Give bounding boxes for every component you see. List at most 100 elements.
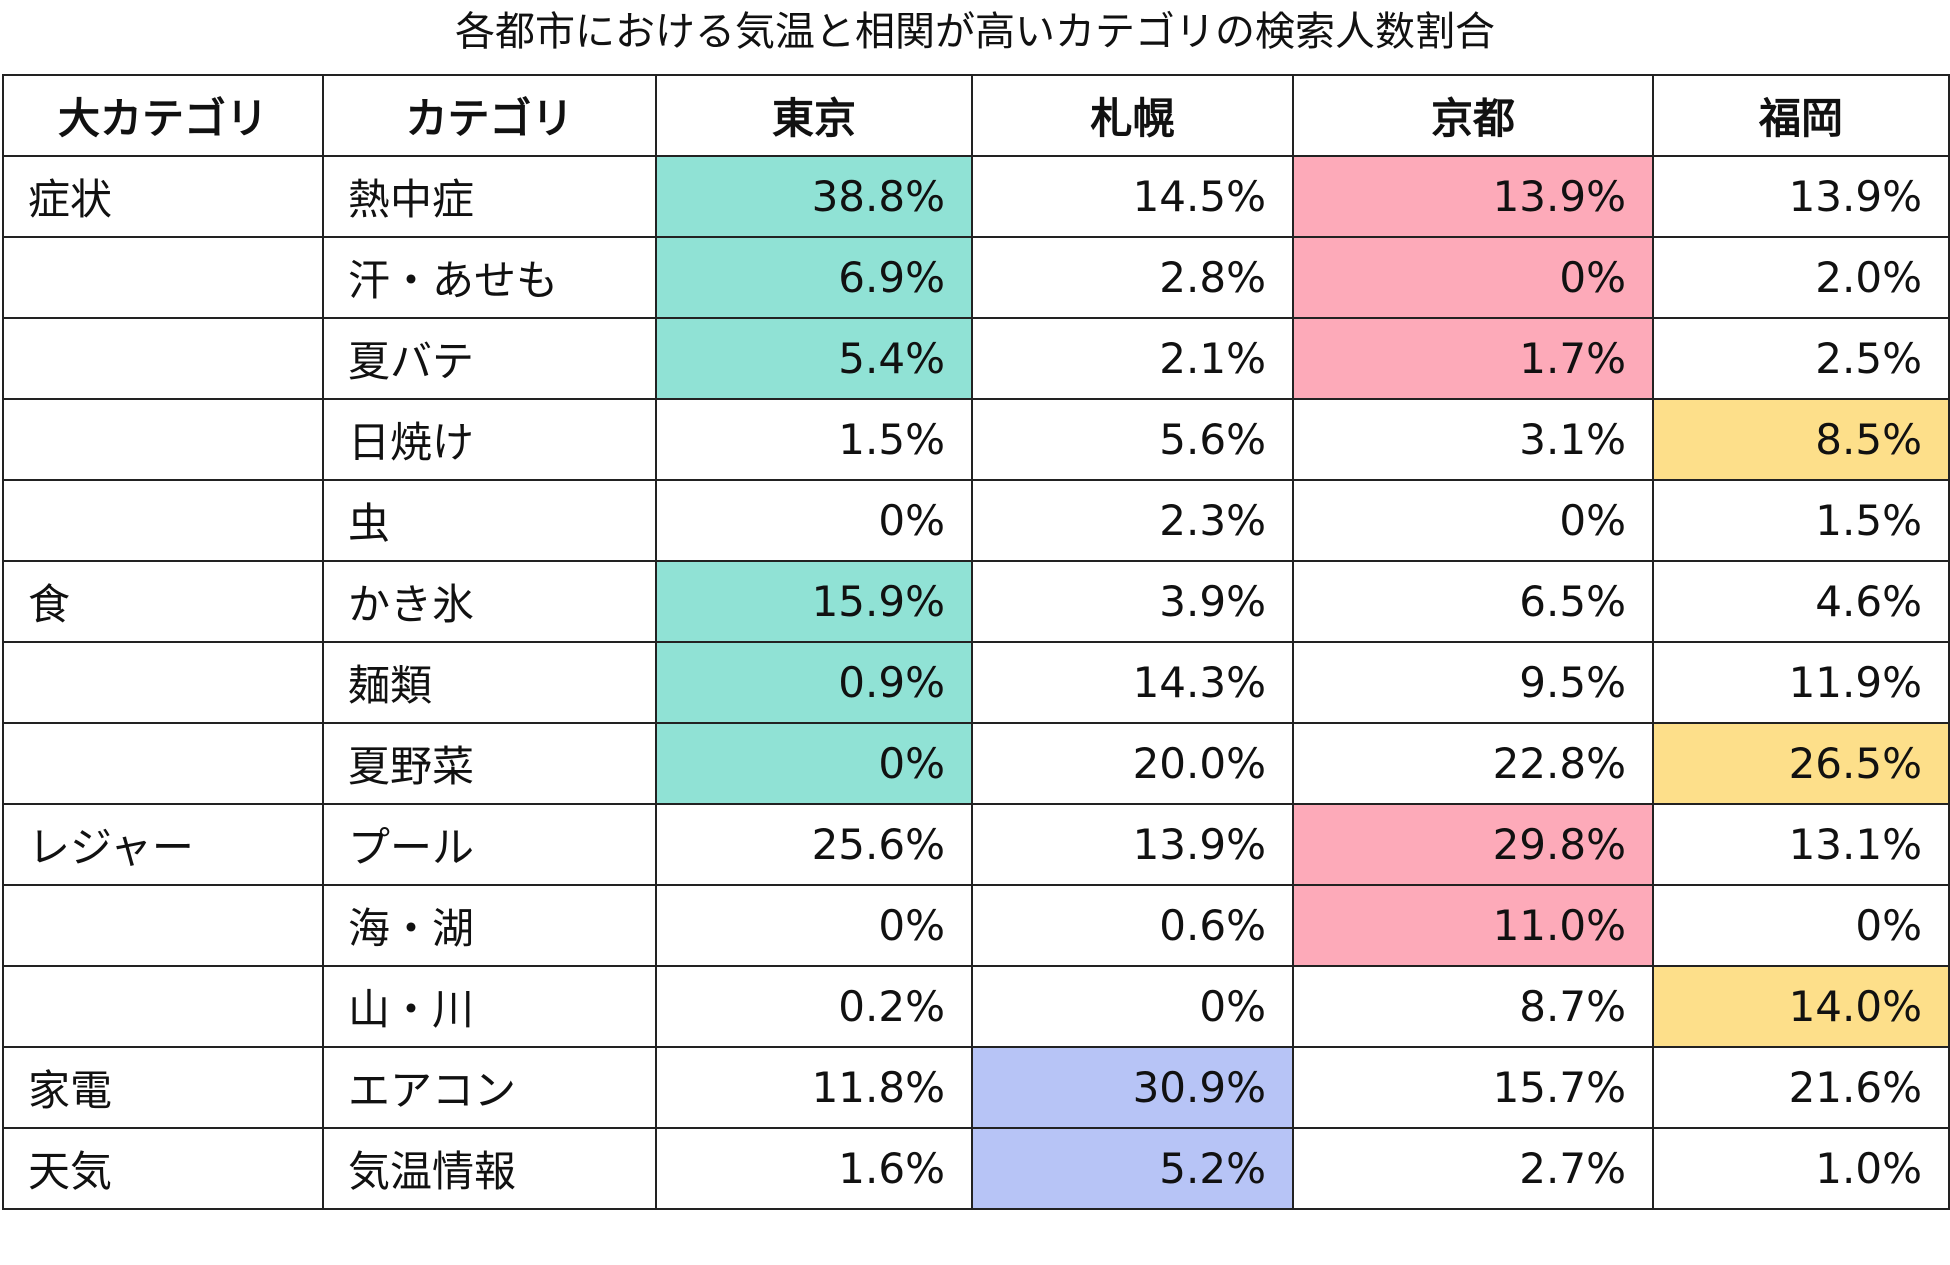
value-cell-tokyo: 0.9% [655,641,973,724]
major-category-cell [2,641,324,724]
value-cell-tokyo: 38.8% [655,155,973,238]
table-row: 夏バテ 5.4% 2.1% 1.7% 2.5% [2,317,1950,400]
value-cell-fukuoka: 13.9% [1652,155,1950,238]
value-cell-fukuoka: 13.1% [1652,803,1950,886]
value-cell-sapporo: 3.9% [971,560,1294,643]
table-row: 夏野菜 0% 20.0% 22.8% 26.5% [2,722,1950,805]
header-category: カテゴリ [322,74,657,157]
major-category-cell: 食 [2,560,324,643]
value-cell-tokyo: 0.2% [655,965,973,1048]
value-cell-sapporo: 0% [971,965,1294,1048]
table-row: 日焼け 1.5% 5.6% 3.1% 8.5% [2,398,1950,481]
table-row: 症状 熱中症 38.8% 14.5% 13.9% 13.9% [2,155,1950,238]
table-row: 麺類 0.9% 14.3% 9.5% 11.9% [2,641,1950,724]
table-title: 各都市における気温と相関が高いカテゴリの検索人数割合 [455,9,1495,55]
value-cell-kyoto: 2.7% [1292,1127,1654,1210]
value-cell-fukuoka: 26.5% [1652,722,1950,805]
major-category-cell [2,884,324,967]
value-cell-tokyo: 11.8% [655,1046,973,1129]
value-cell-kyoto: 1.7% [1292,317,1654,400]
value-cell-kyoto: 6.5% [1292,560,1654,643]
header-row: 大カテゴリ カテゴリ 東京 札幌 京都 福岡 [2,74,1950,157]
major-category-cell: 症状 [2,155,324,238]
value-cell-sapporo: 14.5% [971,155,1294,238]
value-cell-sapporo: 13.9% [971,803,1294,886]
category-cell: 気温情報 [322,1127,657,1210]
header-fukuoka: 福岡 [1652,74,1950,157]
category-cell: かき氷 [322,560,657,643]
category-cell: エアコン [322,1046,657,1129]
table-body: 症状 熱中症 38.8% 14.5% 13.9% 13.9% 汗・あせも 6.9% 2.8% 0%… [2,155,1950,1210]
value-cell-kyoto: 11.0% [1292,884,1654,967]
major-category-cell [2,398,324,481]
category-cell: 夏バテ [322,317,657,400]
value-cell-fukuoka: 8.5% [1652,398,1950,481]
value-cell-tokyo: 0% [655,479,973,562]
value-cell-kyoto: 0% [1292,236,1654,319]
value-cell-fukuoka: 14.0% [1652,965,1950,1048]
major-category-cell: 天気 [2,1127,324,1210]
value-cell-kyoto: 13.9% [1292,155,1654,238]
major-category-cell [2,317,324,400]
header-tokyo: 東京 [655,74,973,157]
value-cell-fukuoka: 2.5% [1652,317,1950,400]
value-cell-kyoto: 3.1% [1292,398,1654,481]
header-sapporo: 札幌 [971,74,1294,157]
value-cell-fukuoka: 1.5% [1652,479,1950,562]
value-cell-tokyo: 0% [655,722,973,805]
value-cell-kyoto: 0% [1292,479,1654,562]
category-cell: 山・川 [322,965,657,1048]
value-cell-sapporo: 2.8% [971,236,1294,319]
table-row: レジャー プール 25.6% 13.9% 29.8% 13.1% [2,803,1950,886]
table-row: 虫 0% 2.3% 0% 1.5% [2,479,1950,562]
value-cell-fukuoka: 21.6% [1652,1046,1950,1129]
value-cell-tokyo: 6.9% [655,236,973,319]
major-category-cell [2,479,324,562]
table-row: 家電 エアコン 11.8% 30.9% 15.7% 21.6% [2,1046,1950,1129]
value-cell-tokyo: 1.5% [655,398,973,481]
major-category-cell: レジャー [2,803,324,886]
value-cell-tokyo: 0% [655,884,973,967]
table-row: 食かき氷 15.9% 3.9% 6.5% 4.6% [2,560,1950,643]
category-cell: 海・湖 [322,884,657,967]
category-cell: 麺類 [322,641,657,724]
table-row: 天気 気温情報 1.6% 5.2% 2.7% 1.0% [2,1127,1950,1210]
header-major-category: 大カテゴリ [2,74,324,157]
category-cell: 汗・あせも [322,236,657,319]
major-category-cell: 家電 [2,1046,324,1129]
value-cell-fukuoka: 0% [1652,884,1950,967]
value-cell-fukuoka: 4.6% [1652,560,1950,643]
category-cell: 熱中症 [322,155,657,238]
value-cell-kyoto: 15.7% [1292,1046,1654,1129]
major-category-cell [2,236,324,319]
data-table: 大カテゴリ カテゴリ 東京 札幌 京都 福岡 症状 熱中症 38.8% 14.5% 13… [2,74,1950,1210]
value-cell-tokyo: 25.6% [655,803,973,886]
value-cell-tokyo: 1.6% [655,1127,973,1210]
value-cell-tokyo: 5.4% [655,317,973,400]
value-cell-sapporo: 0.6% [971,884,1294,967]
header-kyoto: 京都 [1292,74,1654,157]
category-cell: 日焼け [322,398,657,481]
value-cell-sapporo: 20.0% [971,722,1294,805]
value-cell-sapporo: 14.3% [971,641,1294,724]
value-cell-fukuoka: 1.0% [1652,1127,1950,1210]
value-cell-fukuoka: 2.0% [1652,236,1950,319]
table-row: 山・川 0.2% 0% 8.7% 14.0% [2,965,1950,1048]
value-cell-kyoto: 8.7% [1292,965,1654,1048]
table-row: 汗・あせも 6.9% 2.8% 0% 2.0% [2,236,1950,319]
category-cell: 夏野菜 [322,722,657,805]
value-cell-sapporo: 30.9% [971,1046,1294,1129]
value-cell-sapporo: 5.6% [971,398,1294,481]
value-cell-kyoto: 29.8% [1292,803,1654,886]
value-cell-kyoto: 9.5% [1292,641,1654,724]
category-cell: プール [322,803,657,886]
value-cell-sapporo: 5.2% [971,1127,1294,1210]
category-cell: 虫 [322,479,657,562]
value-cell-tokyo: 15.9% [655,560,973,643]
major-category-cell [2,722,324,805]
major-category-cell [2,965,324,1048]
value-cell-fukuoka: 11.9% [1652,641,1950,724]
table-row: 海・湖 0% 0.6% 11.0% 0% [2,884,1950,967]
value-cell-sapporo: 2.3% [971,479,1294,562]
value-cell-kyoto: 22.8% [1292,722,1654,805]
